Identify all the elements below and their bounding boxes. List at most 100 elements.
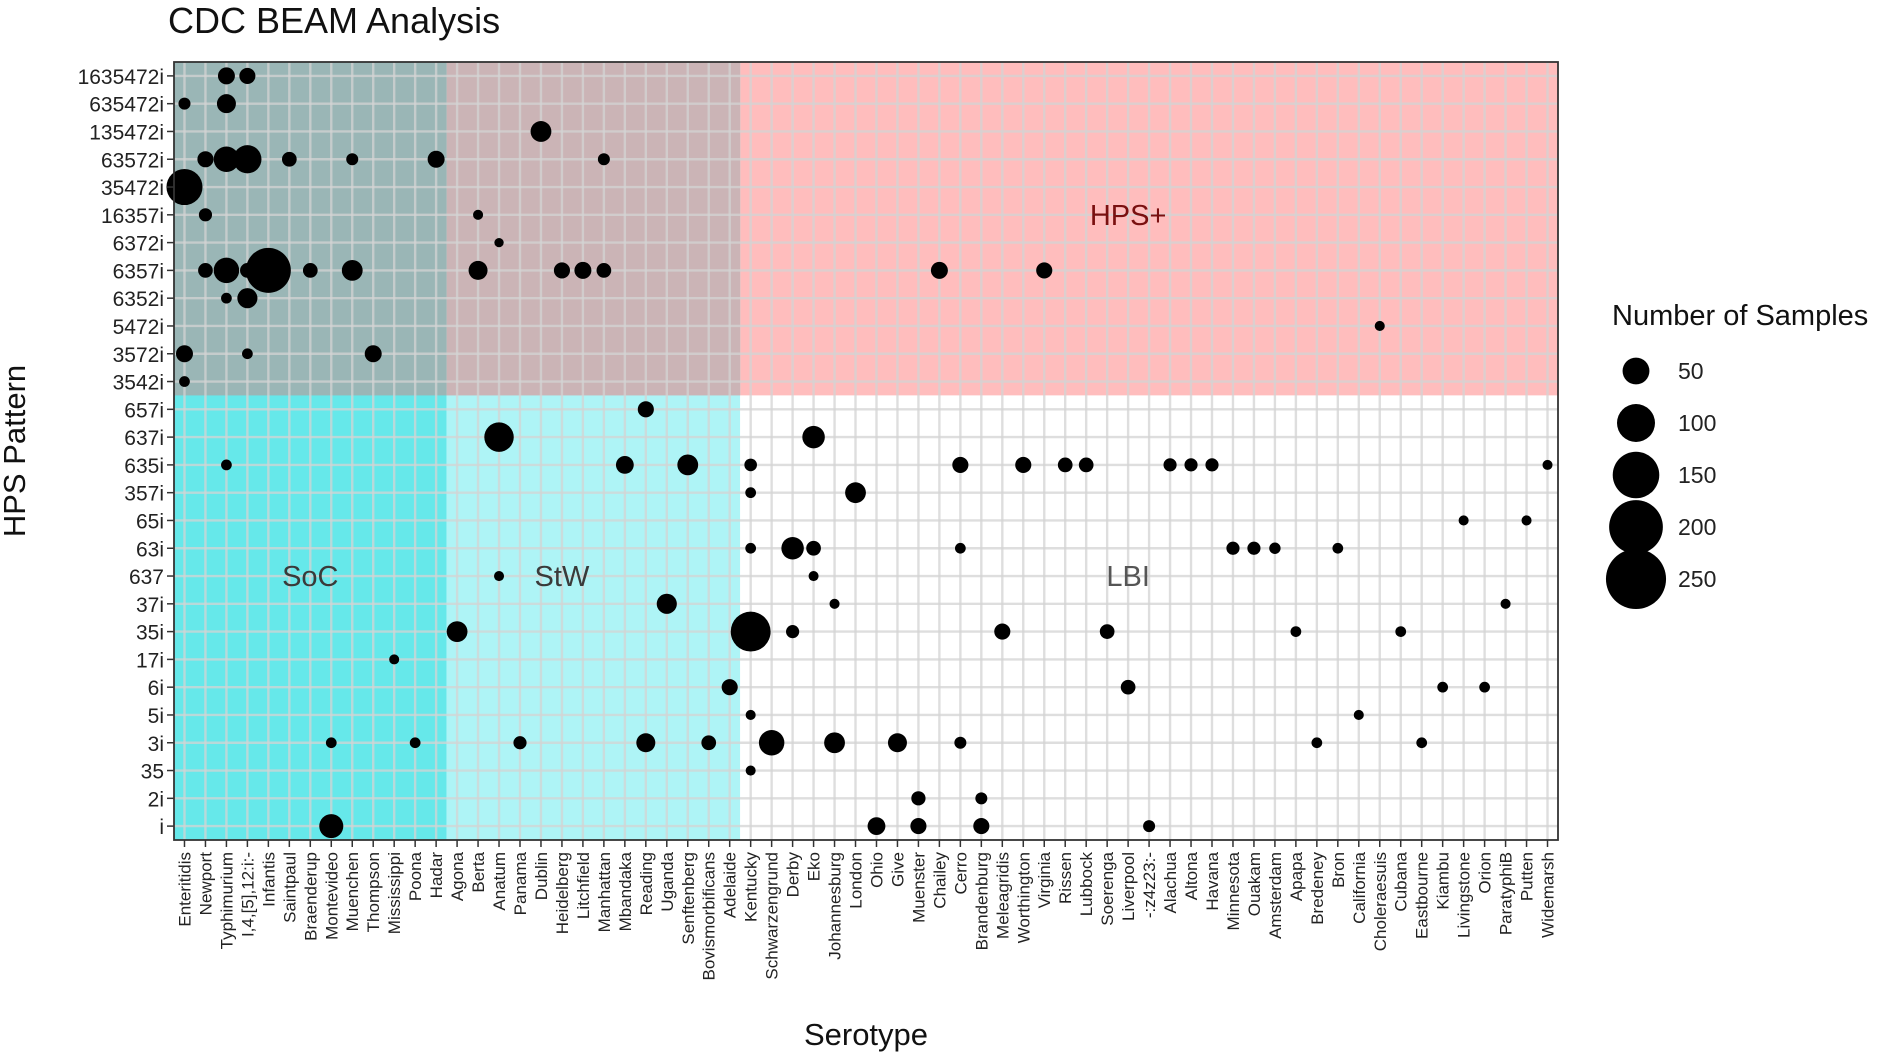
point-liverpool-6i <box>1120 679 1136 695</box>
x-tick-label-soerenga: Soerenga <box>1098 851 1117 925</box>
point-bron-63i <box>1332 542 1344 554</box>
point-panama-3i <box>513 736 527 750</box>
point-anatum-637 <box>494 571 505 582</box>
point-derby-63i <box>781 537 804 560</box>
point-eastbourne-3i <box>1416 737 1428 749</box>
x-tick-label-chailey: Chailey <box>930 852 949 909</box>
x-tick-label-minnesota: Minnesota <box>1224 851 1243 930</box>
point-typhimurium-1635472i <box>217 67 235 85</box>
x-tick-label-worthington: Worthington <box>1014 852 1033 943</box>
point-poona-3i <box>409 737 421 749</box>
point-enteritidis-635472i <box>178 97 191 110</box>
y-tick-label-35472i: 35472i <box>101 177 164 200</box>
point-give-3i <box>887 733 907 753</box>
point-minnesota-63i <box>1226 541 1240 555</box>
point-california-5i <box>1353 709 1364 720</box>
point-johannesburg-3i <box>824 732 845 754</box>
y-tick-label-i: i <box>159 816 164 839</box>
point-paratyphib-37i <box>1500 598 1511 609</box>
y-tick-label-357i: 357i <box>124 483 164 506</box>
point-berta-6357i <box>468 260 488 280</box>
x-tick-label-altona: Altona <box>1182 851 1201 900</box>
point-amsterdam-63i <box>1269 542 1281 554</box>
point-widemarsh-635i <box>1542 459 1553 470</box>
y-tick-label-17i: 17i <box>136 649 164 672</box>
point-berta-16357i <box>473 209 484 220</box>
point-manhattan-63572i <box>597 153 610 166</box>
point-brandenburg-2i <box>975 792 988 805</box>
legend-circle-100 <box>1617 404 1655 442</box>
point-muenster-2i <box>911 791 926 806</box>
point-typhimurium-63572i <box>213 146 240 172</box>
point-eko-637i <box>802 425 825 449</box>
y-tick-label-135472i: 135472i <box>89 121 164 144</box>
point-muenchen-63572i <box>346 153 359 166</box>
x-tick-label-braenderup: Braenderup <box>301 852 320 941</box>
point-kiambu-6i <box>1437 681 1449 693</box>
y-axis: i 2i 35 3i 5i 6i 17i 35i 37i 637 63i 65i 357i 635i 637… <box>78 66 174 839</box>
point-montevideo-3i <box>325 737 337 749</box>
x-tick-label-bron: Bron <box>1329 852 1348 888</box>
x-tick-label-saintpaul: Saintpaul <box>280 852 299 923</box>
legend-title: Number of Samples <box>1612 300 1868 332</box>
y-tick-label-5472i: 5472i <box>113 316 164 339</box>
point-virginia-6357i <box>1036 262 1053 279</box>
point-saintpaul-63572i <box>281 151 297 167</box>
legend-label-100: 100 <box>1678 410 1716 436</box>
point-eko-63i <box>806 540 821 556</box>
point-kentucky-635i <box>744 458 757 472</box>
x-tick-label-ouakam: Ouakam <box>1245 852 1264 916</box>
point-london-357i <box>845 482 866 504</box>
x-tick-label-panama: Panama <box>511 851 530 915</box>
x-tick-label-ohio: Ohio <box>867 852 886 888</box>
x-tick-label-orion: Orion <box>1476 852 1495 894</box>
point-reading-657i <box>637 401 654 418</box>
grid-lines <box>174 62 1558 840</box>
point-i-4-5-12-i-1635472i <box>239 67 256 84</box>
point-newport-63572i <box>197 151 214 168</box>
point-i-4-5-12-i-3572i <box>242 348 253 360</box>
y-tick-label-35i: 35i <box>136 622 164 645</box>
y-tick-label-6i: 6i <box>148 677 164 700</box>
point-typhimurium-635i <box>221 459 232 471</box>
x-tick-label-poona: Poona <box>406 851 425 901</box>
x-tick-label-uganda: Uganda <box>658 851 677 911</box>
x-tick-label-lubbock: Lubbock <box>1077 852 1096 917</box>
region-label-lbi: LBI <box>1106 561 1150 593</box>
x-tick-label-johannesburg: Johannesburg <box>826 852 845 960</box>
point-anatum-6372i <box>494 237 504 248</box>
x-tick-label-bredeney: Bredeney <box>1308 852 1327 925</box>
point-ohio-i <box>867 817 886 836</box>
size-legend: Number of Samples 50 100 150 200 250 <box>1605 300 1868 610</box>
region-labels: HPS+ SoC StW LBI <box>282 200 1166 593</box>
x-tick-label-typhimurium: Typhimurium <box>217 852 236 949</box>
y-tick-label-63i: 63i <box>136 538 164 561</box>
x-tick-label-agona: Agona <box>448 851 467 901</box>
point-chailey-6357i <box>930 261 948 279</box>
point-manhattan-6357i <box>596 263 612 278</box>
x-tick-label-kiambu: Kiambu <box>1434 852 1453 910</box>
point-typhimurium-6352i <box>221 292 232 304</box>
x-tick-label-manhattan: Manhattan <box>595 852 614 932</box>
y-tick-label-635i: 635i <box>124 455 164 478</box>
legend-label-250: 250 <box>1678 566 1716 592</box>
x-tick-label-newport: Newport <box>196 852 215 916</box>
x-tick-label-widemarsh: Widemarsh <box>1539 852 1558 938</box>
point-braenderup-6357i <box>302 263 318 278</box>
x-tick-label-derby: Derby <box>784 852 803 898</box>
x-tick-label-choleraesuis: Choleraesuis <box>1371 852 1390 951</box>
point-putten-65i <box>1521 515 1532 526</box>
x-tick-label-schwarzengrund: Schwarzengrund <box>763 852 782 980</box>
x-tick-label-eastbourne: Eastbourne <box>1413 852 1432 939</box>
y-tick-label-6352i: 6352i <box>113 288 164 311</box>
x-tick-label-virginia: Virginia <box>1035 851 1054 908</box>
x-tick-label-putten: Putten <box>1518 852 1537 901</box>
point-soerenga-35i <box>1099 624 1115 639</box>
legend-circle-150 <box>1612 451 1660 499</box>
x-tick-label-apapa: Apapa <box>1287 851 1306 901</box>
y-axis-title: HPS Pattern <box>0 365 32 537</box>
point-bovismorbificans-3i <box>701 735 717 751</box>
point-meleagridis-35i <box>994 623 1011 640</box>
point-i-4-5-12-i-63572i <box>233 145 262 174</box>
x-tick-label-i-4-5-12-i: I,4,[5],12:i:- <box>238 852 257 937</box>
